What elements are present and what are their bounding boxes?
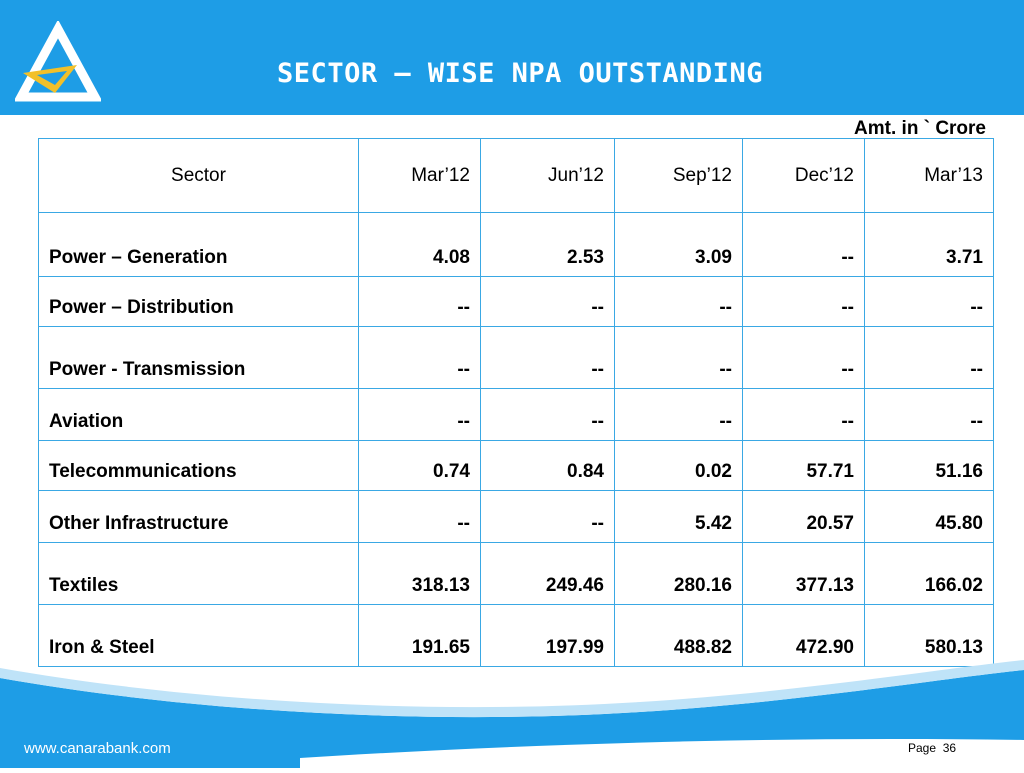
value-cell: 318.13 [358, 542, 481, 605]
value-cell: -- [864, 276, 994, 327]
value-cell: 2.53 [480, 212, 615, 277]
value-cell: 191.65 [358, 604, 481, 667]
title-bar: SECTOR – WISE NPA OUTSTANDING [0, 0, 1024, 115]
value-cell: 4.08 [358, 212, 481, 277]
value-cell: 488.82 [614, 604, 743, 667]
value-cell: 580.13 [864, 604, 994, 667]
value-cell: -- [614, 326, 743, 389]
value-cell: -- [864, 388, 994, 441]
column-header: Sector [38, 138, 359, 213]
value-cell: -- [358, 490, 481, 543]
value-cell: -- [614, 388, 743, 441]
value-cell: 280.16 [614, 542, 743, 605]
value-cell: 249.46 [480, 542, 615, 605]
value-cell: -- [480, 276, 615, 327]
column-header: Dec’12 [742, 138, 865, 213]
sector-cell: Power – Distribution [38, 276, 359, 327]
canara-bank-logo-icon [13, 19, 103, 103]
value-cell: -- [358, 276, 481, 327]
page-number-value: 36 [942, 741, 957, 755]
page-number: Page 36 [908, 741, 956, 755]
value-cell: 0.74 [358, 440, 481, 491]
value-cell: -- [480, 388, 615, 441]
table-row: Power – Generation 4.08 2.53 3.09 -- 3.71 [38, 212, 994, 277]
sector-cell: Power - Transmission [38, 326, 359, 389]
value-cell: -- [480, 490, 615, 543]
value-cell: -- [358, 388, 481, 441]
page-label: Page [908, 741, 937, 755]
table-row: Textiles 318.13 249.46 280.16 377.13 166.02 [38, 542, 994, 605]
sector-cell: Telecommunications [38, 440, 359, 491]
value-cell: 377.13 [742, 542, 865, 605]
unit-label: Amt. in ` Crore [854, 118, 986, 139]
value-cell: 3.71 [864, 212, 994, 277]
value-cell: 197.99 [480, 604, 615, 667]
sector-cell: Textiles [38, 542, 359, 605]
value-cell: -- [614, 276, 743, 327]
sector-cell: Aviation [38, 388, 359, 441]
value-cell: -- [742, 276, 865, 327]
table-row: Other Infrastructure -- -- 5.42 20.57 45.80 [38, 490, 994, 543]
sector-cell: Other Infrastructure [38, 490, 359, 543]
value-cell: -- [864, 326, 994, 389]
table-row: Power - Transmission -- -- -- -- -- [38, 326, 994, 389]
footer-band [0, 640, 1024, 768]
value-cell: -- [742, 326, 865, 389]
value-cell: 20.57 [742, 490, 865, 543]
value-cell: -- [480, 326, 615, 389]
table-row: Aviation -- -- -- -- -- [38, 388, 994, 441]
value-cell: 472.90 [742, 604, 865, 667]
value-cell: -- [742, 212, 865, 277]
value-cell: 0.84 [480, 440, 615, 491]
value-cell: 166.02 [864, 542, 994, 605]
value-cell: 0.02 [614, 440, 743, 491]
value-cell: -- [742, 388, 865, 441]
column-header: Mar’12 [358, 138, 481, 213]
table-row: Iron & Steel 191.65 197.99 488.82 472.90 580.… [38, 604, 994, 667]
column-header: Mar’13 [864, 138, 994, 213]
value-cell: 57.71 [742, 440, 865, 491]
value-cell: 5.42 [614, 490, 743, 543]
page-title: SECTOR – WISE NPA OUTSTANDING [277, 58, 763, 89]
value-cell: 45.80 [864, 490, 994, 543]
website-url[interactable]: www.canarabank.com [24, 740, 171, 757]
table-row: Power – Distribution -- -- -- -- -- [38, 276, 994, 327]
value-cell: -- [358, 326, 481, 389]
sector-cell: Iron & Steel [38, 604, 359, 667]
table-header-row: Sector Mar’12 Jun’12 Sep’12 Dec’12 Mar’1… [38, 138, 994, 213]
column-header: Sep’12 [614, 138, 743, 213]
value-cell: 51.16 [864, 440, 994, 491]
npa-table: Sector Mar’12 Jun’12 Sep’12 Dec’12 Mar’1… [38, 138, 994, 667]
column-header: Jun’12 [480, 138, 615, 213]
sector-cell: Power – Generation [38, 212, 359, 277]
value-cell: 3.09 [614, 212, 743, 277]
table-row: Telecommunications 0.74 0.84 0.02 57.71 51.16 [38, 440, 994, 491]
